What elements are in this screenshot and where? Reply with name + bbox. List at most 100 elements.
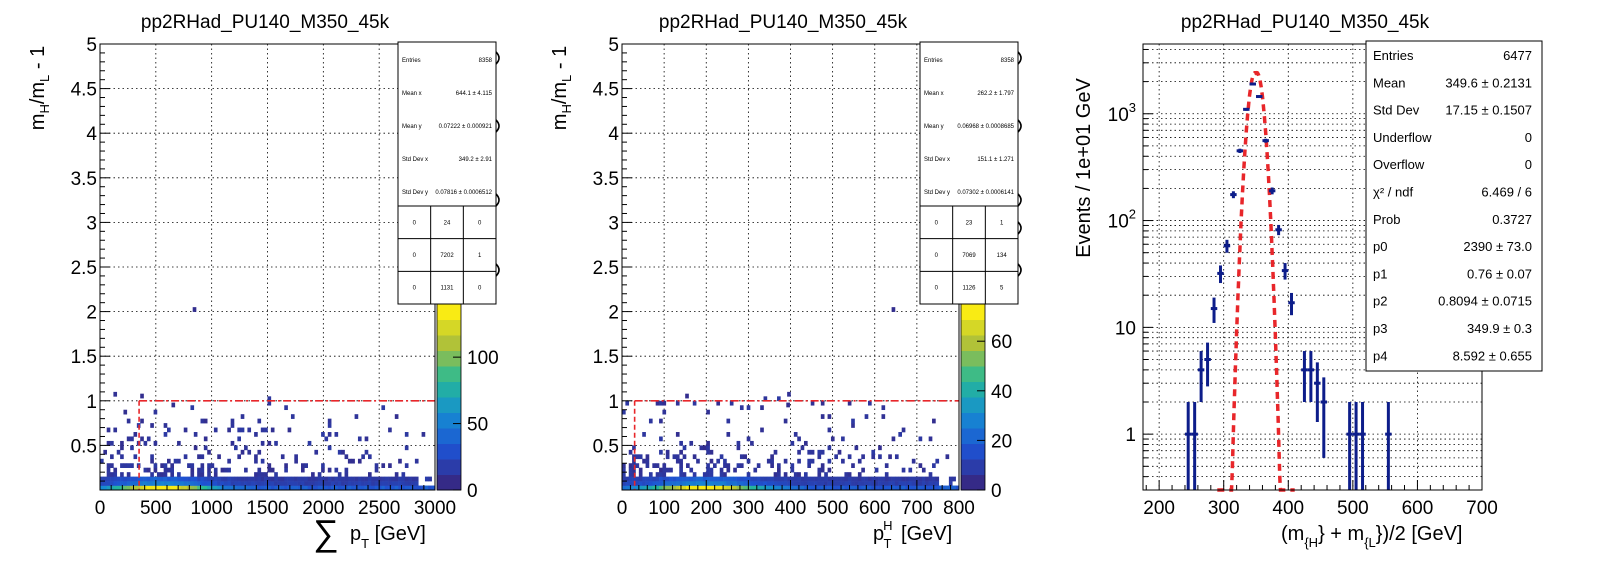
p2-heatmap-cell — [861, 454, 865, 460]
p1-heatmap-cell — [234, 481, 238, 486]
p1-heatmap-cell — [217, 481, 221, 486]
p2-heatmap-cell — [921, 476, 926, 482]
p1-heatmap-cell — [183, 485, 188, 491]
p2-stats-value: 151.1 ± 1.271 — [977, 157, 1014, 163]
p2-heatmap-cell — [837, 485, 842, 491]
p2-heatmap-cell — [638, 472, 643, 477]
p1-heatmap-cell — [156, 476, 161, 482]
p1-heatmap-cell — [290, 485, 295, 491]
p1-heatmap-cell — [260, 485, 265, 491]
p1-stats-label: Std Dev x — [402, 157, 428, 163]
p1-heatmap-cell — [257, 481, 262, 486]
p1-heatmap-cell — [136, 485, 141, 491]
p2-heatmap-cell — [790, 481, 795, 486]
p2-heatmap-cell — [659, 485, 663, 491]
p2-palette-tick-label: 0 — [991, 481, 1002, 502]
p1-heatmap-cell — [163, 432, 168, 437]
p2-heatmap-cell — [844, 481, 849, 486]
p2-heatmap-cell — [679, 472, 683, 477]
p1-heatmap-cell — [297, 481, 302, 486]
p2-heatmap-cell — [868, 481, 872, 486]
p1-heatmap-cell — [167, 485, 171, 491]
p1-heatmap-cell — [414, 476, 419, 482]
p1-quad-cell: 24 — [444, 220, 451, 226]
p2-heatmap-cell — [901, 467, 906, 473]
p1-heatmap-cell — [217, 476, 221, 482]
p1-heatmap-cell — [227, 476, 231, 482]
p1-x-tick-label: 1000 — [191, 498, 233, 519]
p1-heatmap-cell — [113, 481, 118, 486]
p1-heatmap-cell — [334, 476, 339, 482]
p2-heatmap-cell — [675, 432, 680, 437]
p1-heatmap-cell — [314, 485, 319, 491]
p2-heatmap-cell — [894, 454, 899, 460]
p2-heatmap-cell — [790, 476, 795, 482]
p1-heatmap-cell — [230, 423, 235, 428]
p1-heatmap-cell — [140, 485, 144, 491]
p1-heatmap-cell — [210, 485, 215, 491]
p2-heatmap-cell — [854, 476, 859, 482]
p1-heatmap-cell — [257, 418, 262, 424]
p1-heatmap-cell — [160, 476, 164, 482]
p1-heatmap-cell — [160, 472, 164, 477]
p2-stats-value: 262.2 ± 1.797 — [977, 91, 1014, 97]
p3-stats-label: Mean — [1373, 75, 1406, 90]
p1-heatmap-cell — [153, 463, 158, 468]
p1-heatmap-cell — [227, 467, 231, 473]
p1-heatmap-cell — [364, 476, 369, 482]
p1-heatmap-cell — [237, 436, 241, 442]
p2-palette-band — [961, 350, 985, 367]
p1-heatmap-cell — [150, 423, 154, 428]
p2-heatmap-cell — [712, 481, 717, 486]
p3-stats-label: χ² / ndf — [1373, 185, 1413, 200]
p1-heatmap-cell — [207, 476, 211, 482]
panel-1-stats-box: Entries 8358 Mean x 644.1 ± 4.115 Mean y 0.07… — [397, 41, 500, 305]
p2-heatmap-cell — [635, 485, 640, 491]
p2-heatmap-cell — [659, 418, 663, 424]
p1-heatmap-cell — [106, 440, 111, 446]
p2-heatmap-cell — [945, 485, 950, 491]
p1-heatmap-cell — [381, 481, 386, 486]
p2-heatmap-cell — [679, 481, 683, 486]
p1-stats-value: 349.2 ± 2.91 — [459, 157, 493, 163]
p2-heatmap-cell — [901, 476, 906, 482]
p1-heatmap-cell — [337, 485, 342, 491]
panel-3-data-points — [1184, 82, 1392, 490]
p2-stats-value: 0.07302 ± 0.0006141 — [957, 190, 1014, 196]
p2-heatmap-cell — [672, 481, 677, 486]
p1-heatmap-cell — [384, 481, 389, 486]
p1-heatmap-cell — [170, 485, 174, 491]
p1-heatmap-cell — [100, 481, 104, 486]
p2-palette-band — [961, 335, 985, 351]
p1-heatmap-cell — [193, 445, 198, 451]
p1-heatmap-cell — [270, 485, 275, 491]
p1-heatmap-cell — [177, 458, 181, 464]
p2-heatmap-cell — [928, 476, 933, 482]
p1-heatmap-cell — [130, 476, 134, 482]
p2-heatmap-cell — [699, 481, 704, 486]
p1-heatmap-cell — [311, 472, 315, 477]
p1-heatmap-cell — [368, 454, 372, 460]
p1-heatmap-cell — [267, 467, 272, 473]
p2-heatmap-cell — [820, 414, 825, 419]
p3-x-tick-label: 400 — [1272, 498, 1304, 519]
p1-y-tick-label: 2 — [86, 303, 97, 324]
p2-heatmap-cell — [723, 485, 727, 491]
p2-heatmap-cell — [773, 449, 778, 455]
p1-heatmap-cell — [294, 458, 298, 464]
p1-heatmap-cell — [294, 481, 298, 486]
p2-heatmap-cell — [820, 485, 825, 491]
p2-heatmap-cell — [841, 458, 845, 464]
p2-heatmap-cell — [739, 485, 744, 491]
p2-heatmap-cell — [709, 476, 714, 482]
p2-stats-label: Std Dev y — [924, 190, 950, 196]
p1-y-tick-label: 1.5 — [71, 347, 97, 368]
panel-2-quadrant-table: 0 23 1 0 7069 134 0 1126 5 — [920, 206, 1018, 304]
p2-heatmap-cell — [726, 476, 731, 482]
p2-heatmap-cell — [723, 481, 727, 486]
p1-heatmap-cell — [254, 454, 258, 460]
p2-heatmap-cell — [743, 454, 747, 460]
p2-heatmap-cell — [770, 476, 774, 482]
p1-palette-tick-label: 100 — [467, 348, 499, 369]
p1-heatmap-cell — [314, 449, 319, 455]
